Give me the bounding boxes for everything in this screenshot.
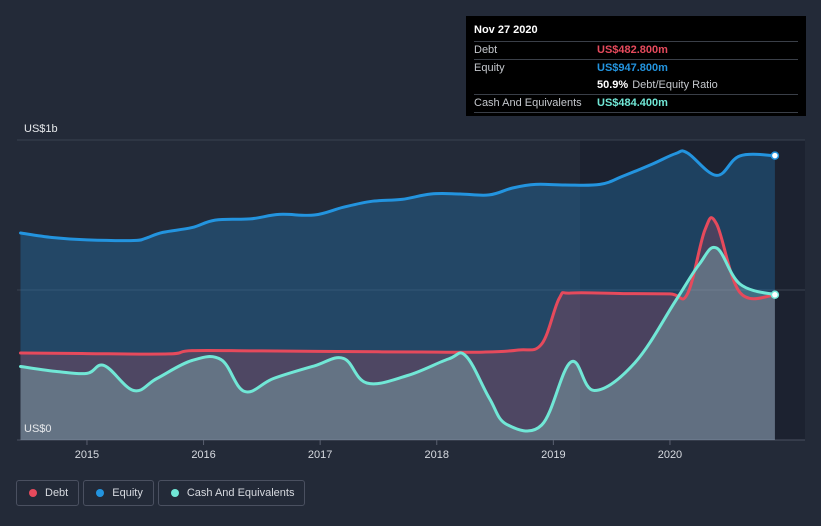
line-debt: [19, 216, 777, 356]
x-tick-label: 2019: [541, 449, 565, 461]
series-lines: [19, 149, 777, 433]
legend-label-debt: Debt: [45, 487, 69, 499]
x-tick-label: 2018: [425, 449, 449, 461]
tooltip-ratio-label: Debt/Equity Ratio: [632, 79, 718, 91]
legend-item-equity[interactable]: Equity: [83, 480, 154, 506]
x-tick-label: 2016: [191, 449, 215, 461]
legend-dot-equity: [96, 489, 105, 497]
legend-dot-debt: [29, 489, 37, 497]
legend-label-cash: Cash And Equivalents: [186, 487, 295, 499]
tooltip-row-ratio: 50.9% Debt/Equity Ratio: [474, 77, 798, 94]
legend-item-debt[interactable]: Debt: [16, 480, 80, 506]
line-equity: [19, 149, 777, 243]
grid-lines: [17, 139, 805, 441]
tooltip-row-debt: Debt US$482.800m: [474, 41, 798, 59]
series-areas: [20, 150, 775, 440]
line-cash-and-equivalents: [19, 245, 777, 433]
endpoint-equity: [770, 151, 780, 160]
legend-label-equity: Equity: [112, 487, 143, 499]
data-tooltip: Nov 27 2020 Debt US$482.800m Equity US$9…: [466, 16, 806, 116]
x-tick-label: 2015: [75, 449, 99, 461]
tooltip-cash-label: Cash And Equivalents: [474, 97, 582, 109]
tooltip-ratio-spacer: [474, 79, 597, 91]
tooltip-debt-label: Debt: [474, 44, 498, 56]
tooltip-date: Nov 27 2020: [474, 24, 538, 36]
area-cash-and-equivalents: [20, 247, 775, 440]
tooltip-cash-value: US$484.400m: [597, 97, 668, 109]
x-tick-label: 2017: [308, 449, 332, 461]
tooltip-row-cash: Cash And Equivalents US$484.400m: [474, 94, 798, 113]
tooltip-equity-label: Equity: [474, 62, 505, 74]
y-axis-bottom-label: US$0: [24, 423, 52, 435]
tooltip-ratio-value: 50.9%: [597, 79, 629, 91]
tooltip-row-equity: Equity US$947.800m: [474, 59, 798, 77]
y-axis-top-label: US$1b: [24, 123, 58, 135]
tooltip-debt-value: US$482.800m: [597, 44, 668, 56]
legend-dot-cash: [170, 489, 179, 497]
series-endpoints: [770, 151, 780, 300]
endpoint-cash-and-equivalents: [770, 290, 780, 300]
x-axis: 2015 2016 2017 2018 2019 2020: [75, 440, 682, 461]
x-tick-label: 2020: [658, 449, 682, 461]
area-equity: [20, 150, 775, 440]
tooltip-equity-value: US$947.800m: [597, 62, 668, 74]
legend-item-cash[interactable]: Cash And Equivalents: [157, 480, 306, 506]
chart-legend: Debt Equity Cash And Equivalents: [16, 480, 309, 506]
